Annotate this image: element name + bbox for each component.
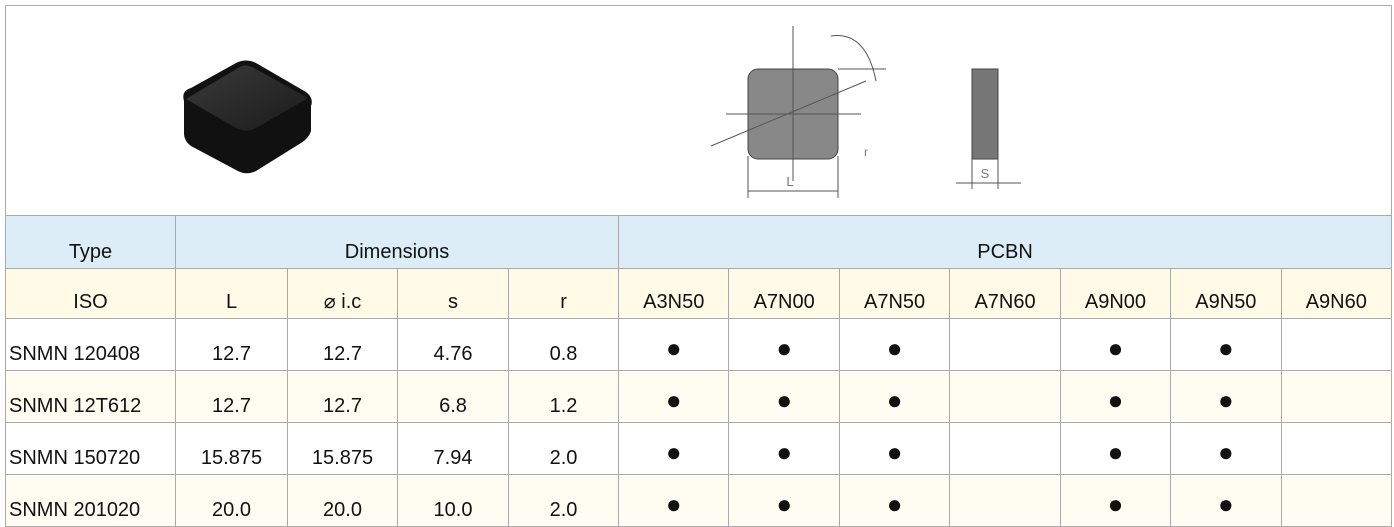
availability: ●: [1060, 319, 1170, 371]
availability: [950, 371, 1060, 423]
column-header: r: [509, 269, 619, 319]
availability: [1281, 371, 1391, 423]
availability: ●: [1171, 319, 1281, 371]
availability: [950, 319, 1060, 371]
group-header-row: Type Dimensions PCBN: [6, 216, 1392, 269]
group-header: Dimensions: [176, 216, 619, 269]
availability: [950, 475, 1060, 527]
iso-code: SNMN 201020: [6, 475, 176, 527]
dimension: 12.7: [176, 319, 288, 371]
availability: ●: [839, 423, 949, 475]
insert-photo: [183, 61, 312, 174]
page: L S r Type Dimensions PCBN ISOL⌀ i.csrA3…: [0, 0, 1394, 518]
availability: ●: [729, 371, 839, 423]
column-header: A7N60: [950, 269, 1060, 319]
dimension: 2.0: [509, 475, 619, 527]
dimension: 15.875: [176, 423, 288, 475]
iso-code: SNMN 150720: [6, 423, 176, 475]
group-header: Type: [6, 216, 176, 269]
column-header: A7N00: [729, 269, 839, 319]
drawing-label: S: [981, 166, 990, 181]
availability: ●: [1171, 371, 1281, 423]
illustrations: L S r: [6, 6, 1391, 215]
availability: ●: [1171, 423, 1281, 475]
iso-code: SNMN 12T612: [6, 371, 176, 423]
availability: [1281, 423, 1391, 475]
iso-code: SNMN 120408: [6, 319, 176, 371]
column-header: A9N00: [1060, 269, 1170, 319]
availability: ●: [1171, 475, 1281, 527]
availability: ●: [619, 475, 729, 527]
column-header: A7N50: [839, 269, 949, 319]
availability: ●: [729, 423, 839, 475]
column-header: ISO: [6, 269, 176, 319]
availability: [1281, 319, 1391, 371]
column-header: A9N50: [1171, 269, 1281, 319]
availability: ●: [839, 475, 949, 527]
dimension: 12.7: [288, 319, 398, 371]
drawing-label: L: [786, 174, 793, 189]
dimension: 20.0: [176, 475, 288, 527]
column-header: A3N50: [619, 269, 729, 319]
availability: ●: [619, 319, 729, 371]
column-header: A9N60: [1281, 269, 1391, 319]
availability: ●: [1060, 423, 1170, 475]
availability: ●: [1060, 475, 1170, 527]
availability: [950, 423, 1060, 475]
column-header: ⌀ i.c: [288, 269, 398, 319]
dimension: 0.8: [509, 319, 619, 371]
dimension: 20.0: [288, 475, 398, 527]
illustration-row: L S r: [5, 5, 1392, 215]
availability: ●: [619, 371, 729, 423]
availability: ●: [839, 371, 949, 423]
availability: ●: [1060, 371, 1170, 423]
dimension: 7.94: [398, 423, 509, 475]
group-header: PCBN: [619, 216, 1392, 269]
dimension: 10.0: [398, 475, 509, 527]
dimension: 6.8: [398, 371, 509, 423]
dimension: 12.7: [288, 371, 398, 423]
availability: ●: [619, 423, 729, 475]
availability: ●: [839, 319, 949, 371]
column-header: L: [176, 269, 288, 319]
availability: [1281, 475, 1391, 527]
availability: ●: [729, 475, 839, 527]
availability: ●: [729, 319, 839, 371]
dimension: 15.875: [288, 423, 398, 475]
dimension: 12.7: [176, 371, 288, 423]
dimension: 4.76: [398, 319, 509, 371]
dimension: 1.2: [509, 371, 619, 423]
technical-drawing: [711, 26, 1021, 198]
drawing-label: r: [864, 145, 868, 159]
dimension: 2.0: [509, 423, 619, 475]
column-header: s: [398, 269, 509, 319]
